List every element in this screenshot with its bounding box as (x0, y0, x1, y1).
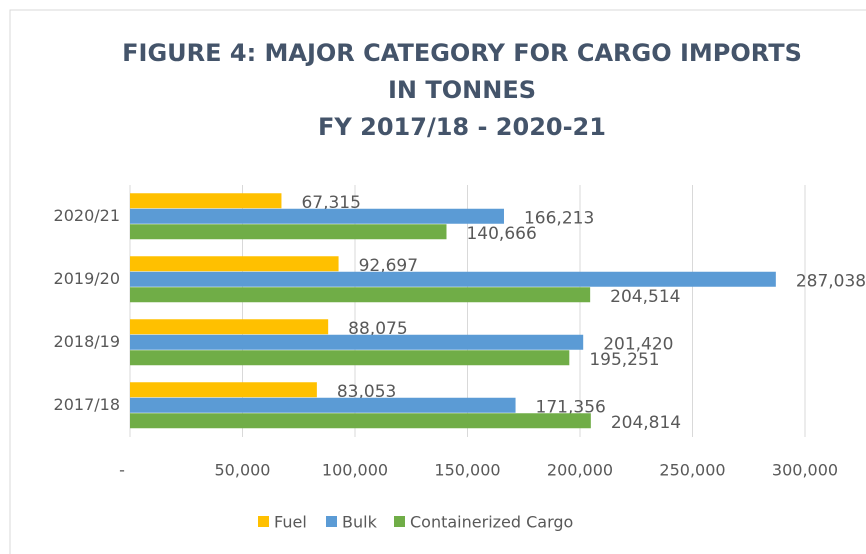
y-tick-label: 2017/18 (54, 395, 120, 414)
data-label: 166,213 (524, 209, 594, 229)
x-tick-label: 50,000 (215, 461, 271, 480)
bar (130, 271, 776, 287)
bar (130, 382, 317, 398)
x-tick-label: - (119, 461, 125, 480)
data-label: 140,666 (466, 224, 536, 244)
bar (130, 350, 570, 366)
data-label: 204,814 (611, 413, 681, 433)
x-tick-label: 150,000 (434, 461, 500, 480)
data-label: 201,420 (603, 335, 673, 355)
chart-title: IN TONNES (388, 76, 536, 104)
bar (130, 256, 339, 272)
x-tick-label: 100,000 (322, 461, 388, 480)
bar (130, 287, 591, 303)
x-tick-label: 200,000 (547, 461, 613, 480)
data-label: 67,315 (301, 193, 360, 213)
x-tick-label: 300,000 (772, 461, 838, 480)
data-label: 83,053 (337, 382, 396, 402)
y-tick-label: 2020/21 (54, 206, 120, 225)
chart-title: FIGURE 4: MAJOR CATEGORY FOR CARGO IMPOR… (122, 39, 802, 67)
chart-title: FY 2017/18 - 2020-21 (318, 113, 606, 141)
legend-label: Bulk (342, 513, 378, 532)
data-label: 204,514 (610, 287, 680, 307)
bar (130, 334, 584, 350)
data-label: 287,038 (796, 272, 866, 292)
legend-label: Fuel (274, 513, 307, 532)
bar (130, 413, 591, 429)
legend-swatch (394, 516, 405, 527)
bar (130, 193, 282, 209)
data-label: 88,075 (348, 319, 407, 339)
data-label: 171,356 (536, 398, 606, 418)
y-tick-label: 2018/19 (54, 332, 120, 351)
bar (130, 208, 504, 224)
bar (130, 319, 329, 335)
bar (130, 224, 447, 240)
data-label: 195,251 (589, 350, 659, 370)
data-label: 92,697 (359, 256, 418, 276)
bar (130, 397, 516, 413)
legend-swatch (258, 516, 269, 527)
legend-swatch (326, 516, 337, 527)
legend-label: Containerized Cargo (410, 513, 573, 532)
y-tick-label: 2019/20 (54, 269, 120, 288)
x-tick-label: 250,000 (659, 461, 725, 480)
